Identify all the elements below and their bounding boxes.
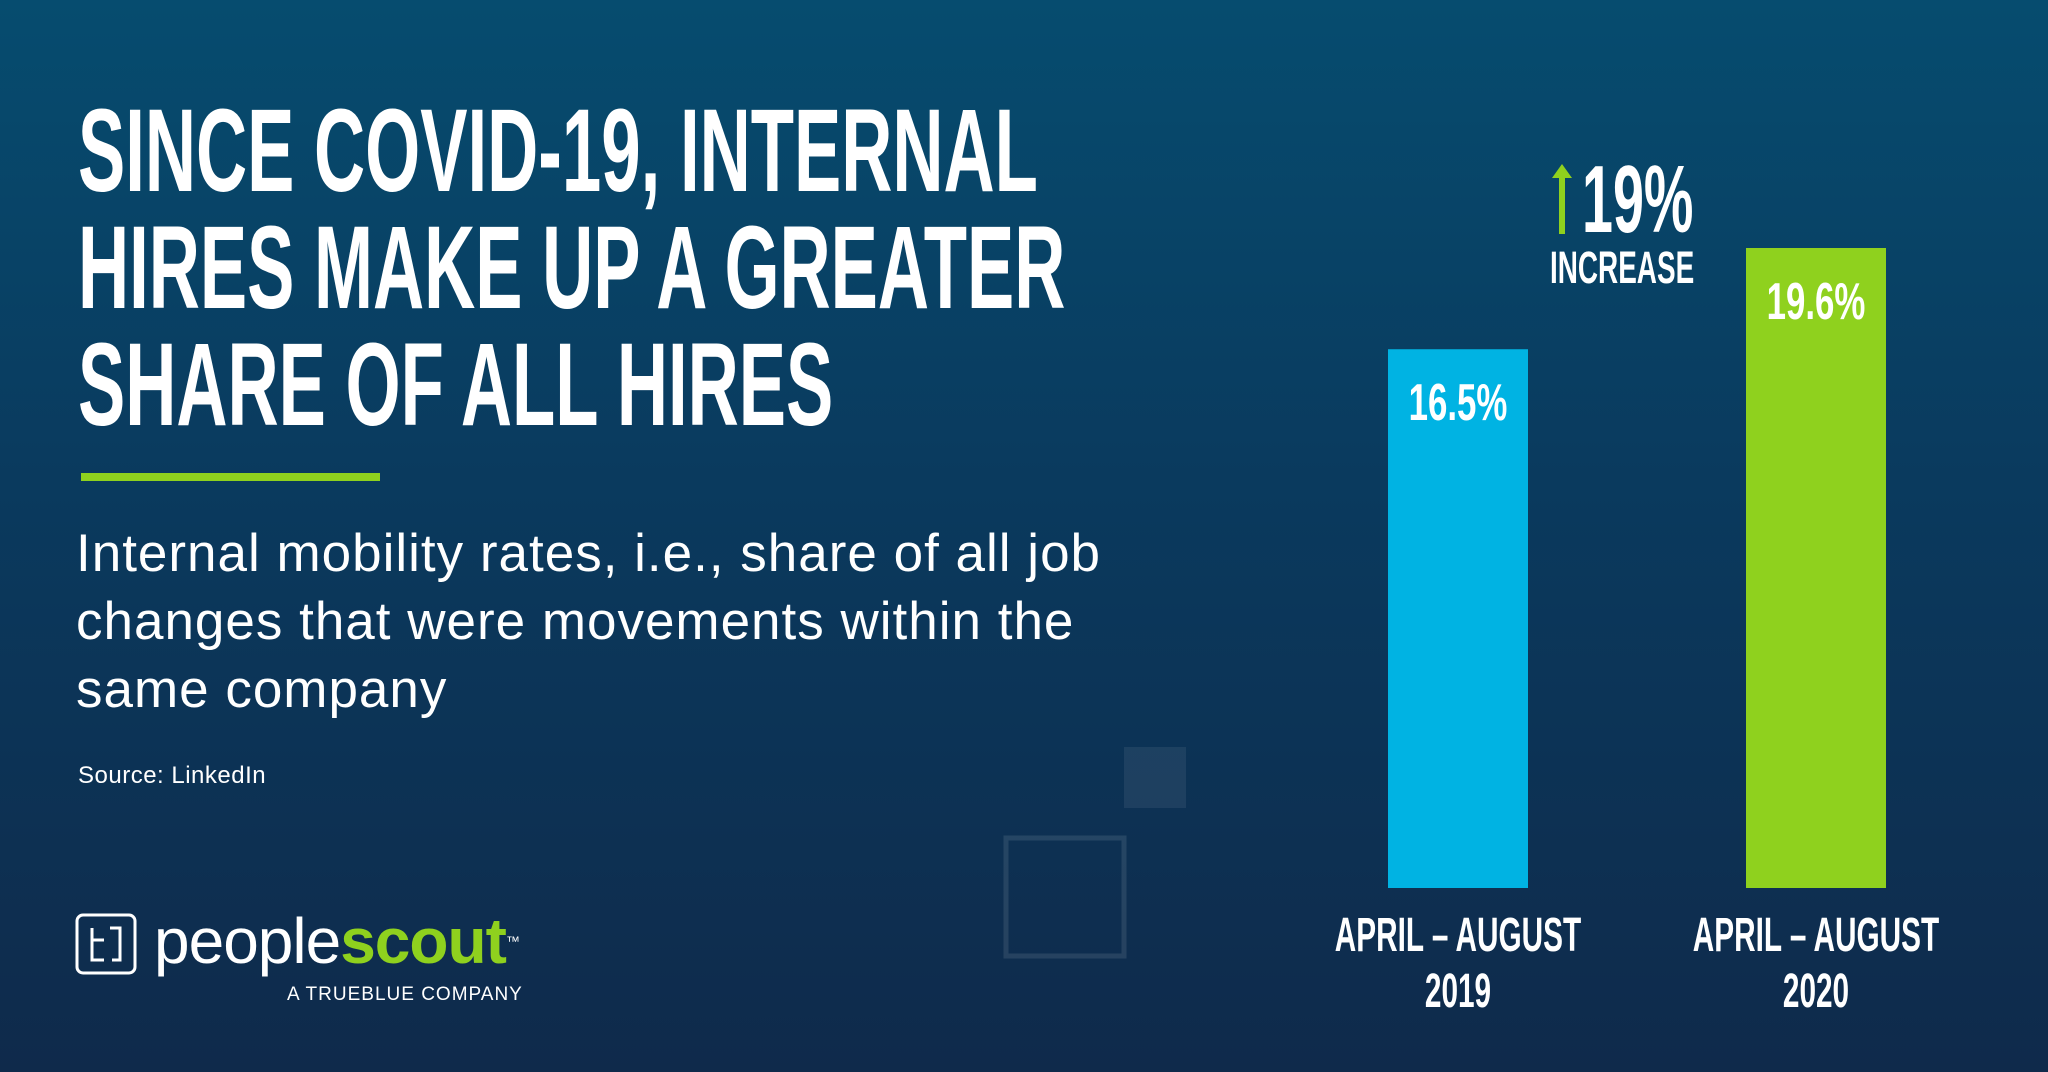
annotation-text: INCREASE [1550, 242, 1695, 293]
title-line: SINCE COVID-19, INTERNAL [78, 85, 1038, 217]
logo-wordmark: peoplescout™ [154, 905, 520, 977]
increase-arrow-shaft [1559, 176, 1565, 234]
x-tick-label: APRIL – AUGUST 2019 [1334, 909, 1582, 1018]
bar [1388, 349, 1528, 888]
annotation-value: 19% [1582, 146, 1694, 253]
logo-icon [75, 913, 137, 975]
decor-square-outline [1003, 835, 1127, 959]
logo-word: scout [340, 905, 507, 977]
bar [1746, 248, 1886, 888]
value-label: 19.6% [1766, 273, 1866, 331]
logo-trademark: ™ [505, 933, 520, 949]
title-line: HIRES MAKE UP A GREATER [78, 202, 1066, 334]
value-label: 16.5% [1408, 374, 1508, 433]
subtitle: Internal mobility rates, i.e., share of … [76, 524, 1102, 719]
increase-arrow-head [1552, 164, 1572, 178]
decor-square [1124, 747, 1186, 808]
x-tick-label: APRIL – AUGUST 2020 [1692, 909, 1940, 1018]
title-line: SHARE OF ALL HIRES [78, 319, 834, 451]
logo-tagline: A TRUEBLUE COMPANY [287, 984, 523, 1005]
logo-icon-glyph [90, 926, 122, 962]
logo-word: people [154, 905, 341, 977]
divider [81, 473, 380, 481]
source: Source: LinkedIn [78, 762, 267, 789]
